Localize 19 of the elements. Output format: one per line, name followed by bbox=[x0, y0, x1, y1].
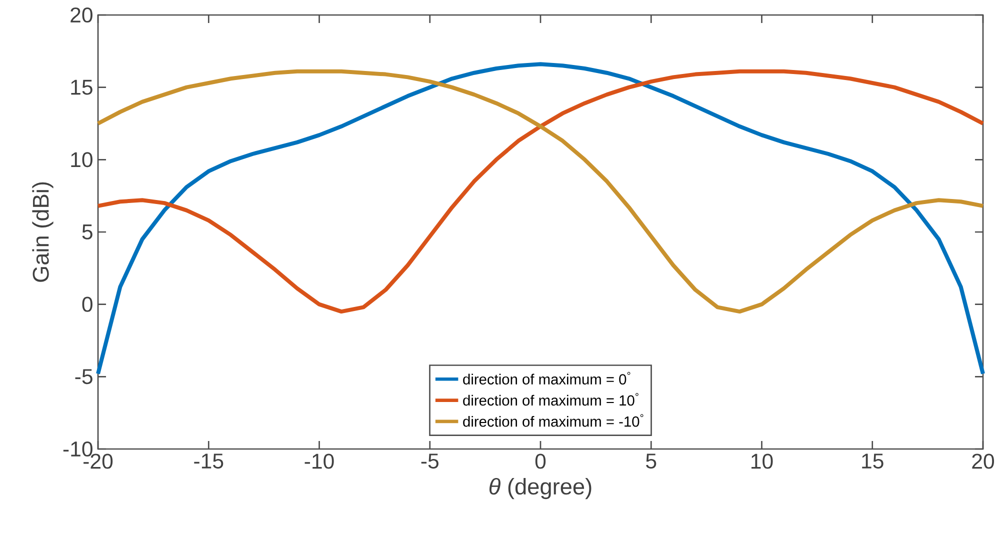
legend-label: direction of maximum = 0$^{°}$ bbox=[463, 372, 630, 385]
y-tick-label: 0 bbox=[82, 296, 92, 312]
x-tick-label: 5 bbox=[646, 454, 656, 469]
y-axis-title: Gain (dBi) bbox=[32, 182, 54, 282]
y-tick-label: -5 bbox=[75, 369, 92, 384]
x-tick-label: -5 bbox=[421, 454, 438, 469]
y-tick-label: 10 bbox=[71, 152, 92, 168]
x-tick-label: -15 bbox=[194, 454, 224, 469]
legend-label: direction of maximum = -10$^{°}$ bbox=[463, 414, 644, 427]
x-axis-title: θ (degree) bbox=[489, 478, 592, 500]
x-tick-label: 15 bbox=[862, 454, 884, 469]
x-tick-label: 0 bbox=[535, 454, 546, 469]
x-tick-label: 20 bbox=[972, 454, 994, 469]
x-tick-label: 10 bbox=[752, 454, 773, 469]
y-tick-label: 15 bbox=[71, 80, 92, 95]
y-tick-label: 5 bbox=[82, 224, 92, 240]
legend-label: direction of maximum = 10$^{°}$ bbox=[463, 393, 638, 406]
x-tick-label: -10 bbox=[304, 454, 334, 469]
y-tick-label: 20 bbox=[70, 7, 92, 23]
